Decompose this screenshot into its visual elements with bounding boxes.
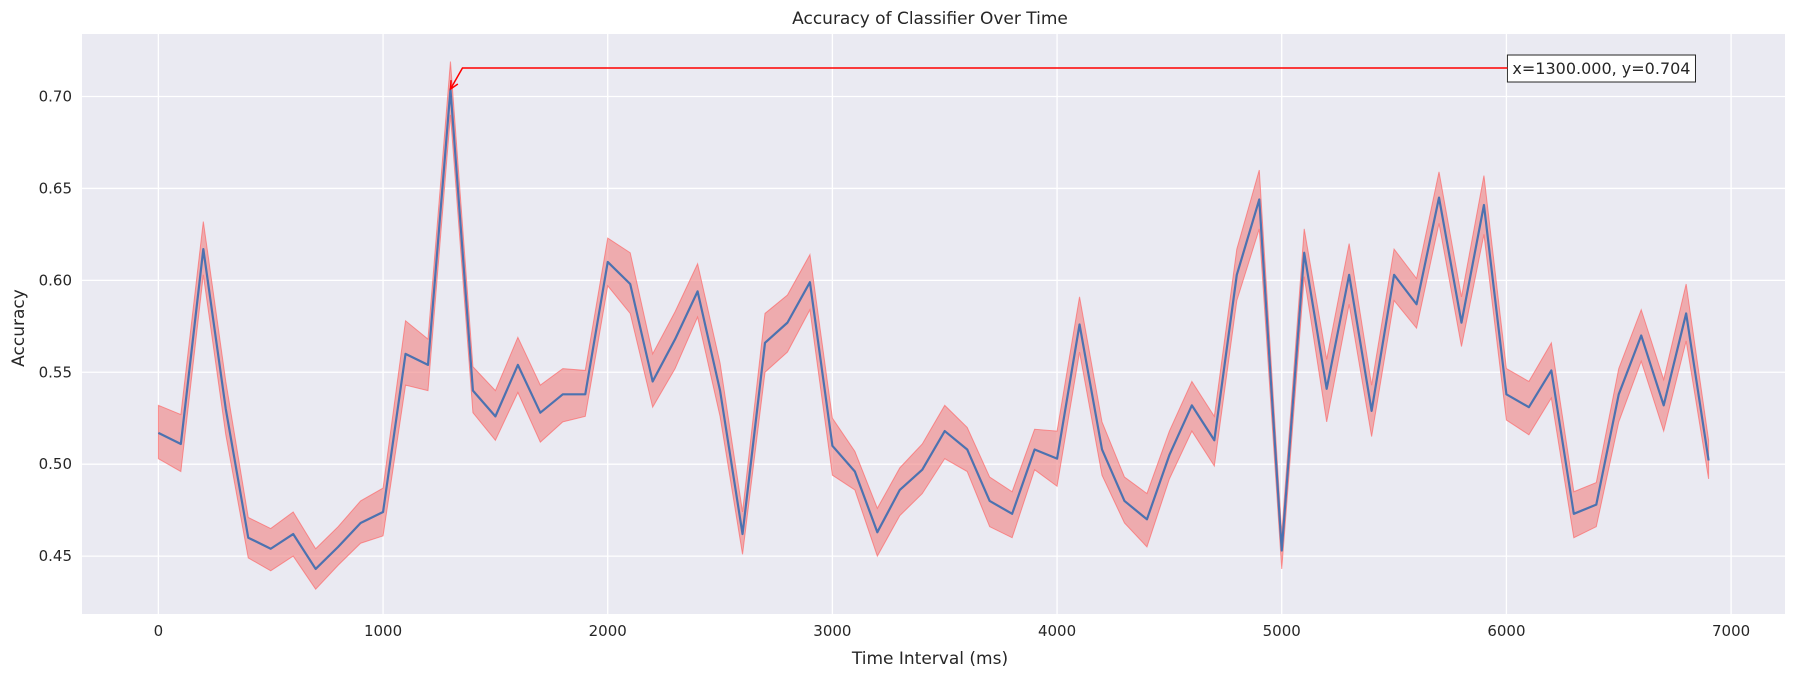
data-point — [1033, 447, 1037, 451]
data-point — [583, 392, 587, 396]
x-tick-label: 2000 — [589, 622, 627, 640]
data-point — [269, 547, 273, 551]
data-point — [965, 447, 969, 451]
data-point — [741, 532, 745, 536]
data-point — [1167, 453, 1171, 457]
data-point — [179, 442, 183, 446]
y-tick-label: 0.50 — [39, 455, 72, 473]
data-point — [336, 545, 340, 549]
data-point — [404, 352, 408, 356]
y-tick-label: 0.60 — [39, 271, 72, 289]
data-point — [1257, 197, 1261, 201]
chart-title: Accuracy of Classifier Over Time — [792, 9, 1068, 29]
data-point — [1280, 549, 1284, 553]
data-point — [988, 499, 992, 503]
data-point — [1549, 368, 1553, 372]
data-point — [493, 414, 497, 418]
data-point — [1100, 447, 1104, 451]
data-point — [1010, 512, 1014, 516]
annotation-text: x=1300.000, y=0.704 — [1512, 59, 1690, 78]
y-tick-label: 0.70 — [39, 88, 72, 106]
data-point — [1504, 392, 1508, 396]
data-point — [875, 530, 879, 534]
data-point — [1392, 273, 1396, 277]
x-tick-label: 0 — [154, 622, 164, 640]
data-point — [853, 470, 857, 474]
data-point — [538, 411, 542, 415]
y-tick-label: 0.65 — [39, 179, 72, 197]
data-point — [673, 337, 677, 341]
series-line — [157, 88, 1710, 571]
data-point — [606, 260, 610, 264]
data-point — [763, 341, 767, 345]
data-point — [1594, 503, 1598, 507]
data-point — [1572, 512, 1576, 516]
data-point — [1437, 196, 1441, 200]
data-point — [471, 389, 475, 393]
data-point — [1459, 321, 1463, 325]
y-axis-label: Accuracy — [9, 289, 29, 367]
data-point — [246, 536, 250, 540]
data-point — [1347, 273, 1351, 277]
data-point — [1145, 517, 1149, 521]
data-point — [1684, 311, 1688, 315]
data-point — [1302, 251, 1306, 255]
data-point — [651, 379, 655, 383]
data-point — [830, 444, 834, 448]
data-point — [201, 247, 205, 251]
x-axis-label: Time Interval (ms) — [851, 649, 1008, 669]
data-point — [381, 510, 385, 514]
data-point — [943, 429, 947, 433]
data-point — [1662, 403, 1666, 407]
data-point — [1707, 458, 1711, 462]
data-point — [808, 280, 812, 284]
data-point — [1527, 405, 1531, 409]
data-series — [157, 88, 1710, 571]
data-point — [516, 363, 520, 367]
data-point — [1617, 392, 1621, 396]
x-tick-labels: 0 1000 2000 3000 4000 5000 6000 7000 — [154, 622, 1751, 640]
data-point — [1482, 203, 1486, 207]
data-point — [1212, 438, 1216, 442]
x-tick-label: 5000 — [1263, 622, 1301, 640]
data-point — [1235, 273, 1239, 277]
data-point — [156, 431, 160, 435]
data-point — [291, 532, 295, 536]
x-tick-label: 7000 — [1712, 622, 1750, 640]
data-point — [696, 289, 700, 293]
data-point — [1415, 302, 1419, 306]
y-tick-labels: 0.45 0.50 0.55 0.60 0.65 0.70 — [39, 88, 72, 566]
data-point — [718, 389, 722, 393]
x-tick-label: 1000 — [364, 622, 402, 640]
data-point — [628, 282, 632, 286]
data-point — [1055, 457, 1059, 461]
annotation-arrow — [449, 67, 1508, 90]
data-point — [1190, 403, 1194, 407]
data-point — [359, 521, 363, 525]
data-point — [1370, 409, 1374, 413]
data-point — [561, 392, 565, 396]
data-point — [1325, 387, 1329, 391]
data-point — [785, 321, 789, 325]
y-tick-label: 0.55 — [39, 363, 72, 381]
data-point — [1078, 322, 1082, 326]
annotation-box — [1506, 54, 1696, 83]
x-tick-label: 3000 — [813, 622, 851, 640]
y-tick-label: 0.45 — [39, 547, 72, 565]
data-point — [314, 567, 318, 571]
data-point — [898, 488, 902, 492]
data-point — [224, 407, 228, 411]
x-tick-label: 4000 — [1038, 622, 1076, 640]
data-point — [1122, 499, 1126, 503]
annotation-arrowhead — [449, 80, 459, 91]
data-point — [1639, 333, 1643, 337]
x-tick-label: 6000 — [1487, 622, 1525, 640]
data-point — [426, 363, 430, 367]
annotation: x=1300.000, y=0.704 — [449, 54, 1696, 91]
data-point — [920, 468, 924, 472]
